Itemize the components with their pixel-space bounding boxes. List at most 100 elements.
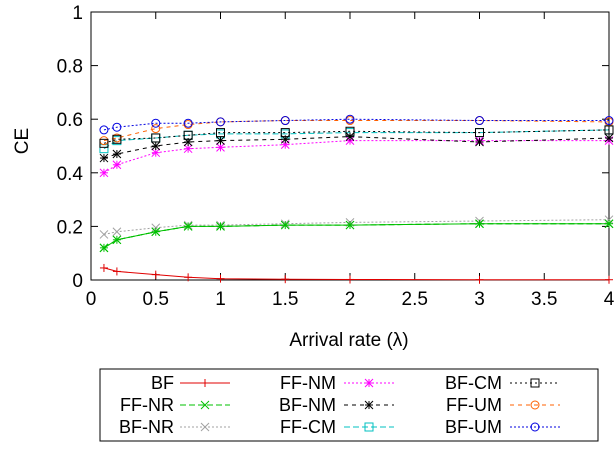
legend-marker-6 bbox=[200, 422, 210, 432]
series-line-5 bbox=[103, 129, 610, 150]
legend-entry-8: BF-UM bbox=[445, 417, 560, 437]
series-7-point-6 bbox=[345, 132, 355, 141]
series-6-point-6 bbox=[345, 136, 355, 145]
x-tick-label-2: 1 bbox=[215, 289, 226, 310]
legend-marker-0 bbox=[201, 379, 209, 387]
series-0-point-5 bbox=[281, 275, 290, 284]
series-9 bbox=[99, 114, 614, 135]
legend-entry-1: FF-NM bbox=[280, 373, 394, 393]
series-0-point-6 bbox=[346, 275, 354, 284]
legend-label-4: BF-NM bbox=[279, 395, 336, 415]
legend-marker-8 bbox=[530, 422, 540, 432]
series-10-point-8 bbox=[604, 125, 614, 135]
legend-box bbox=[99, 368, 599, 442]
series-2-point-1 bbox=[112, 227, 122, 237]
series-line-8 bbox=[103, 120, 610, 142]
legend-label-3: FF-NR bbox=[120, 395, 174, 415]
series-2-point-0 bbox=[99, 230, 109, 239]
series-0-point-4 bbox=[216, 274, 225, 283]
series-0-point-1 bbox=[112, 267, 121, 276]
plot-frame bbox=[90, 11, 610, 281]
x-tick-label-4: 2 bbox=[345, 289, 356, 310]
series-7-point-8 bbox=[604, 133, 614, 143]
series-2-point-8 bbox=[604, 215, 614, 225]
legend-marker-1 bbox=[364, 378, 374, 388]
x-tick-label-8: 4 bbox=[604, 289, 615, 310]
legend-marker-2 bbox=[530, 378, 540, 388]
series-5 bbox=[99, 125, 614, 154]
x-tick-label-5: 2.5 bbox=[402, 289, 428, 310]
series-9-point-4 bbox=[216, 117, 225, 127]
series-9-point-8 bbox=[604, 116, 614, 126]
series-7-point-7 bbox=[475, 137, 484, 147]
series-9-point-7 bbox=[475, 116, 484, 126]
legend-label-6: BF-NR bbox=[119, 417, 174, 437]
series-8-point-0 bbox=[99, 136, 109, 146]
series-4-point-1 bbox=[112, 235, 122, 245]
series-0 bbox=[99, 263, 613, 284]
y-axis-label: CE bbox=[12, 128, 33, 154]
series-line-6 bbox=[103, 140, 609, 174]
series-10-point-6 bbox=[345, 126, 355, 136]
legend-label-0: BF bbox=[151, 373, 174, 393]
y-tick-label-2: 0.4 bbox=[57, 164, 84, 185]
series-4-point-5 bbox=[280, 220, 290, 230]
series-6-point-2 bbox=[151, 148, 161, 158]
y-tick-label-4: 0.8 bbox=[57, 57, 83, 78]
series-0-point-0 bbox=[99, 263, 108, 272]
legend-entry-3: FF-NR bbox=[120, 395, 230, 415]
series-4-point-7 bbox=[475, 219, 484, 229]
series-9-point-6 bbox=[345, 114, 355, 124]
series-line-9 bbox=[103, 118, 609, 131]
legend-entry-7: FF-CM bbox=[280, 417, 394, 437]
series-4 bbox=[99, 219, 614, 253]
legend-marker-3 bbox=[200, 400, 210, 410]
series-4-point-8 bbox=[604, 219, 614, 229]
x-tick-label-7: 3.5 bbox=[531, 289, 557, 310]
series-10-point-4 bbox=[216, 128, 225, 138]
legend-entry-5: FF-UM bbox=[446, 395, 560, 415]
series-0-point-2 bbox=[151, 270, 160, 279]
series-6-point-0 bbox=[99, 168, 109, 178]
legend-marker-7 bbox=[364, 422, 374, 432]
series-line-10 bbox=[103, 129, 610, 144]
series-2-point-2 bbox=[151, 223, 161, 233]
series-7-point-2 bbox=[151, 141, 161, 151]
series-6-point-1 bbox=[112, 160, 122, 170]
legend-label-1: FF-NM bbox=[280, 373, 336, 393]
series-line-7 bbox=[103, 136, 610, 159]
series-0-point-7 bbox=[475, 275, 484, 284]
y-tick-label-1: 0.2 bbox=[57, 217, 83, 238]
x-axis-label: Arrival rate (λ) bbox=[289, 330, 408, 351]
series-10 bbox=[99, 125, 614, 148]
series-line-0 bbox=[103, 267, 609, 281]
legend: BF FF-NM BF-CM FF-NR BF-NM FF-UM BF-NR FF-CM BF-… bbox=[99, 368, 599, 442]
legend-entry-2: BF-CM bbox=[445, 373, 560, 393]
series-5-point-0 bbox=[99, 144, 109, 154]
legend-label-8: BF-UM bbox=[445, 417, 502, 437]
y-tick-label-5: 1 bbox=[72, 3, 83, 24]
legend-entry-6: BF-NR bbox=[119, 417, 230, 437]
legend-entry-4: BF-NM bbox=[279, 395, 394, 415]
series-6 bbox=[99, 136, 614, 178]
legend-marker-4 bbox=[364, 400, 374, 410]
series-4-point-3 bbox=[183, 222, 193, 231]
series-9-point-2 bbox=[151, 118, 161, 128]
legend-label-5: FF-UM bbox=[446, 395, 502, 415]
series-9-point-1 bbox=[112, 122, 122, 132]
series-line-3 bbox=[103, 223, 609, 249]
series-0-point-8 bbox=[605, 275, 613, 284]
series-4-point-6 bbox=[345, 220, 355, 230]
plot-area: 0 0.5 1 1.5 2 2.5 3 3.5 4 0 0.2 0.4 0.6 0.8 1 bbox=[57, 3, 615, 310]
y-tick-label-3: 0.6 bbox=[57, 110, 83, 131]
series-10-point-2 bbox=[151, 133, 161, 143]
series-9-point-5 bbox=[280, 116, 290, 126]
series-7-point-1 bbox=[112, 149, 122, 159]
series-7-point-0 bbox=[99, 153, 109, 163]
legend-marker-5 bbox=[530, 400, 540, 410]
series-10-point-0 bbox=[99, 138, 109, 148]
series-layer bbox=[99, 114, 614, 284]
series-7 bbox=[99, 132, 614, 163]
series-line-2 bbox=[103, 219, 610, 235]
